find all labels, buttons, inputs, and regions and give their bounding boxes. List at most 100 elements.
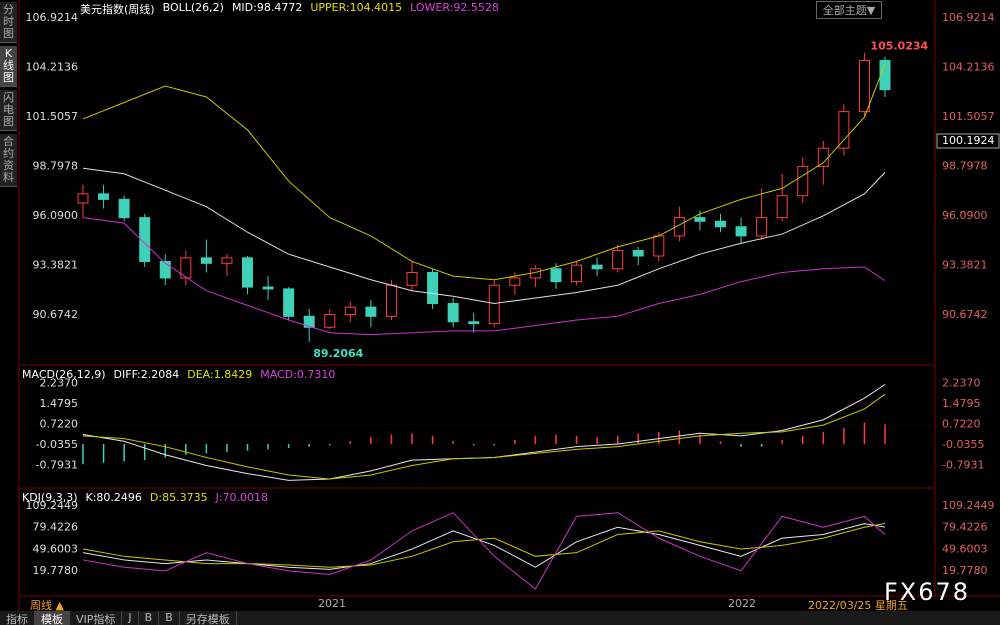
y-tick-label: 98.7978 <box>33 159 79 172</box>
candle-body <box>242 257 254 288</box>
tab[interactable]: B <box>139 611 160 625</box>
theme-select[interactable]: 全部主题▼ <box>816 1 882 19</box>
y-tick-label: 19.7780 <box>33 564 79 577</box>
indicator-line <box>82 167 886 305</box>
d-value: D:85.3735 <box>149 491 208 504</box>
indicator-line <box>82 393 886 480</box>
candle-body <box>200 257 212 264</box>
y-tick-label: 104.2136 <box>942 61 995 74</box>
price-header: 美元指数(周线) BOLL(26,2) MID:98.4772 UPPER:10… <box>80 1 499 17</box>
indicator-line <box>82 512 886 590</box>
y-tick-label: 90.6742 <box>942 308 988 321</box>
upper-value: UPPER:104.4015 <box>310 1 403 14</box>
candle-body <box>159 260 171 279</box>
tab[interactable]: VIP指标 <box>70 611 123 625</box>
side-tab[interactable]: 分时图 <box>0 2 17 43</box>
tab[interactable]: 模板 <box>35 611 70 625</box>
candle-body <box>838 111 850 149</box>
candle-body <box>221 257 233 264</box>
candle-body <box>385 284 397 317</box>
candle-body <box>488 284 500 325</box>
candle-body <box>735 226 747 237</box>
y-tick-label: -0.0355 <box>942 438 984 451</box>
y-tick-label: -0.7931 <box>942 458 984 471</box>
candle-body <box>77 193 89 204</box>
candle-body <box>756 217 768 237</box>
y-tick-label: 106.9214 <box>26 11 79 24</box>
indicator: MACD(26,12,9) <box>22 368 106 381</box>
candle-body <box>612 250 624 270</box>
y-tick-label: 79.4226 <box>33 521 79 534</box>
candle-body <box>406 271 418 286</box>
mid-value: MID:98.4772 <box>231 1 303 14</box>
y-tick-label: 109.2449 <box>942 499 995 512</box>
side-tab[interactable]: 闪电图 <box>0 90 17 131</box>
candle-body <box>180 257 192 279</box>
indicator-line <box>82 217 886 336</box>
indicator: BOLL(26,2) <box>162 1 224 14</box>
macd-value: MACD:0.7310 <box>260 368 336 381</box>
side-tab[interactable]: 合约资料 <box>0 134 17 187</box>
indicator-line <box>82 523 886 570</box>
y-tick-label: 101.5057 <box>942 110 995 123</box>
diff-value: DIFF:2.2084 <box>113 368 180 381</box>
y-tick-label: 49.6003 <box>942 542 988 555</box>
candle-body <box>447 303 459 323</box>
candle-body <box>427 271 439 305</box>
y-tick-label: 93.3821 <box>33 258 79 271</box>
y-tick-label: 106.9214 <box>942 11 995 24</box>
candle-body <box>673 217 685 237</box>
y-tick-label: 1.4795 <box>40 397 79 410</box>
y-tick-label: 0.7220 <box>942 418 981 431</box>
y-tick-label: -0.7931 <box>36 458 78 471</box>
tab[interactable]: 另存模板 <box>180 611 237 625</box>
watermark: FX678 <box>884 578 971 606</box>
y-tick-label: 93.3821 <box>942 258 988 271</box>
candle-body <box>468 321 480 325</box>
candle-body <box>817 147 829 167</box>
y-tick-label: 19.7780 <box>942 564 988 577</box>
y-tick-label: 96.0900 <box>942 209 988 222</box>
candle-body <box>571 264 583 283</box>
macd-header: MACD(26,12,9) DIFF:2.2084 DEA:1.8429 MAC… <box>22 368 335 381</box>
tab-bar: 指标 模板 VIP指标 J B B 另存模板 <box>0 611 1000 625</box>
y-tick-label: 109.2449 <box>26 499 79 512</box>
y-tick-label: 2.2370 <box>942 377 981 390</box>
candle-body <box>118 198 130 219</box>
high-label: 105.0234 <box>870 40 928 53</box>
last-price: 100.1924 <box>942 134 995 147</box>
year-label: 2022 <box>728 597 756 610</box>
y-tick-label: 1.4795 <box>942 397 981 410</box>
side-tab[interactable]: K线图 <box>0 46 17 87</box>
candle-body <box>858 59 870 113</box>
y-tick-label: 49.6003 <box>33 542 79 555</box>
candle-body <box>344 306 356 315</box>
tab[interactable]: 指标 <box>0 611 35 625</box>
candle-body <box>509 277 521 286</box>
candle-body <box>879 59 891 91</box>
candle-body <box>550 268 562 283</box>
low-label: 89.2064 <box>313 347 363 360</box>
tab[interactable]: J <box>122 611 139 625</box>
candle-body <box>632 250 644 257</box>
candle-body <box>714 220 726 228</box>
indicator-line <box>82 63 886 281</box>
candle-body <box>98 193 110 200</box>
period[interactable]: 周线 ▲ <box>30 599 64 612</box>
candle-body <box>262 286 274 290</box>
y-tick-label: 0.7220 <box>40 418 79 431</box>
candle-body <box>303 315 315 328</box>
y-tick-label: -0.0355 <box>36 438 78 451</box>
instrument: 美元指数(周线) <box>80 3 155 16</box>
candle-body <box>139 217 151 262</box>
j-value: J:70.0018 <box>215 491 269 504</box>
y-tick-label: 101.5057 <box>26 110 79 123</box>
tab[interactable]: B <box>159 611 180 625</box>
candle-body <box>591 264 603 270</box>
last-price-box <box>936 133 1000 149</box>
candle-body <box>324 313 336 328</box>
date: 2022/03/25 星期五 <box>808 599 908 612</box>
lower-value: LOWER:92.5528 <box>410 1 499 14</box>
